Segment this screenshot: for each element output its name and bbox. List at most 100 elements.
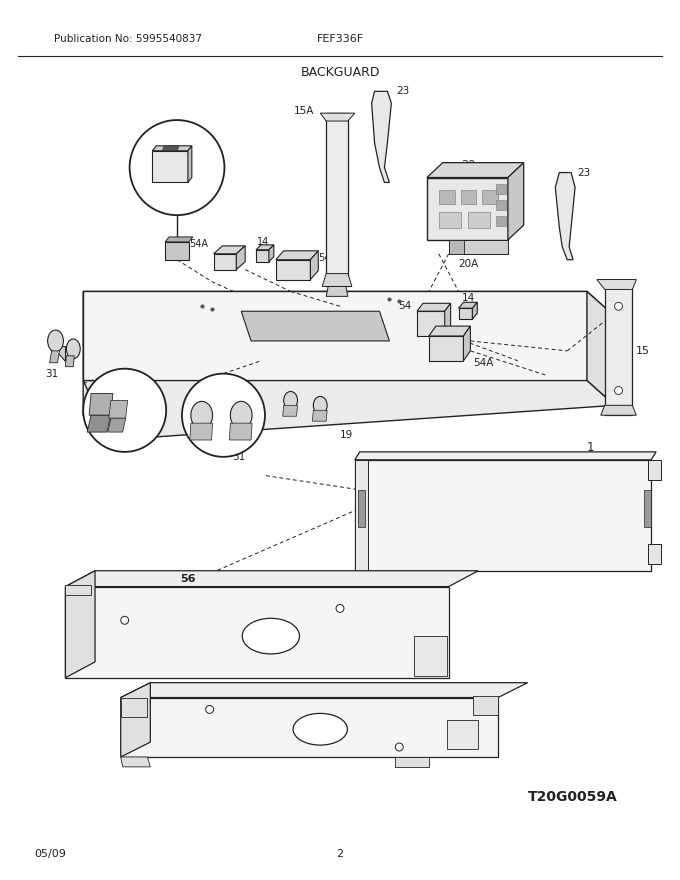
Polygon shape bbox=[473, 695, 498, 715]
Ellipse shape bbox=[231, 401, 252, 429]
Circle shape bbox=[395, 743, 403, 751]
Polygon shape bbox=[214, 246, 245, 253]
Circle shape bbox=[121, 616, 129, 624]
Polygon shape bbox=[109, 400, 128, 418]
Text: 46: 46 bbox=[239, 401, 252, 411]
Polygon shape bbox=[469, 212, 490, 228]
Text: 31: 31 bbox=[233, 451, 246, 462]
Polygon shape bbox=[241, 312, 390, 341]
Text: 14: 14 bbox=[257, 237, 269, 247]
Polygon shape bbox=[460, 190, 476, 204]
Circle shape bbox=[205, 706, 214, 714]
Ellipse shape bbox=[293, 714, 347, 745]
Circle shape bbox=[615, 386, 622, 394]
Polygon shape bbox=[121, 698, 148, 717]
Text: 54A: 54A bbox=[190, 238, 209, 249]
Text: 2.0: 2.0 bbox=[424, 650, 435, 656]
Polygon shape bbox=[322, 274, 352, 287]
Text: 54: 54 bbox=[318, 253, 330, 263]
Circle shape bbox=[130, 120, 224, 215]
Polygon shape bbox=[458, 303, 477, 308]
Polygon shape bbox=[414, 636, 447, 676]
Text: Publication No: 5995540837: Publication No: 5995540837 bbox=[54, 34, 201, 44]
Polygon shape bbox=[87, 415, 111, 432]
Polygon shape bbox=[190, 423, 213, 440]
Polygon shape bbox=[355, 460, 368, 571]
Polygon shape bbox=[283, 406, 298, 416]
Ellipse shape bbox=[313, 396, 327, 414]
Polygon shape bbox=[152, 146, 192, 150]
Polygon shape bbox=[65, 587, 449, 678]
Polygon shape bbox=[108, 418, 126, 432]
Polygon shape bbox=[152, 150, 188, 182]
Polygon shape bbox=[482, 190, 498, 204]
Polygon shape bbox=[644, 489, 651, 527]
Polygon shape bbox=[417, 312, 445, 336]
Polygon shape bbox=[556, 172, 575, 260]
Polygon shape bbox=[276, 251, 318, 260]
Circle shape bbox=[336, 605, 344, 612]
Polygon shape bbox=[83, 291, 587, 380]
Text: 19: 19 bbox=[340, 430, 353, 440]
Polygon shape bbox=[83, 291, 111, 440]
Polygon shape bbox=[473, 303, 477, 319]
Polygon shape bbox=[121, 683, 528, 698]
Text: 54: 54 bbox=[398, 301, 411, 312]
Text: FEF336F: FEF336F bbox=[316, 34, 364, 44]
Text: 2: 2 bbox=[337, 849, 343, 859]
Text: 56: 56 bbox=[180, 574, 195, 583]
Polygon shape bbox=[83, 291, 615, 316]
Circle shape bbox=[615, 303, 622, 311]
Polygon shape bbox=[214, 253, 236, 269]
Polygon shape bbox=[326, 114, 348, 287]
Polygon shape bbox=[326, 287, 348, 297]
Polygon shape bbox=[312, 410, 327, 422]
Text: BACKGUARD: BACKGUARD bbox=[301, 66, 379, 78]
Polygon shape bbox=[188, 146, 192, 182]
Polygon shape bbox=[50, 351, 59, 363]
Polygon shape bbox=[165, 242, 189, 260]
Polygon shape bbox=[256, 250, 269, 261]
Polygon shape bbox=[458, 308, 473, 319]
Polygon shape bbox=[52, 346, 65, 361]
Polygon shape bbox=[83, 380, 615, 440]
Polygon shape bbox=[429, 336, 464, 361]
Polygon shape bbox=[587, 291, 615, 406]
Circle shape bbox=[83, 369, 166, 452]
Polygon shape bbox=[355, 452, 656, 460]
Polygon shape bbox=[427, 163, 524, 178]
Text: 1: 1 bbox=[587, 442, 594, 454]
Text: 31: 31 bbox=[46, 369, 59, 378]
Polygon shape bbox=[447, 721, 478, 749]
Text: 23: 23 bbox=[577, 167, 590, 178]
Polygon shape bbox=[89, 393, 113, 415]
Text: 20: 20 bbox=[461, 159, 475, 170]
Polygon shape bbox=[648, 544, 661, 564]
Polygon shape bbox=[395, 757, 429, 766]
Polygon shape bbox=[229, 423, 252, 440]
Polygon shape bbox=[600, 406, 636, 415]
Polygon shape bbox=[121, 683, 150, 757]
Circle shape bbox=[182, 374, 265, 457]
Polygon shape bbox=[276, 260, 310, 280]
Polygon shape bbox=[605, 280, 632, 415]
Polygon shape bbox=[121, 698, 498, 757]
Ellipse shape bbox=[242, 619, 299, 654]
Ellipse shape bbox=[48, 330, 63, 352]
Polygon shape bbox=[417, 304, 451, 312]
Polygon shape bbox=[496, 185, 506, 194]
Text: T20G0059A: T20G0059A bbox=[528, 789, 617, 803]
Polygon shape bbox=[597, 280, 636, 290]
Polygon shape bbox=[464, 326, 471, 361]
Polygon shape bbox=[496, 216, 506, 226]
Polygon shape bbox=[429, 326, 471, 336]
Polygon shape bbox=[439, 190, 454, 204]
Polygon shape bbox=[449, 240, 464, 253]
Polygon shape bbox=[65, 571, 95, 678]
Polygon shape bbox=[496, 201, 506, 210]
Polygon shape bbox=[310, 251, 318, 280]
Text: 14: 14 bbox=[462, 293, 475, 304]
Ellipse shape bbox=[67, 339, 80, 359]
Text: 15A: 15A bbox=[294, 106, 314, 116]
Polygon shape bbox=[427, 178, 508, 240]
